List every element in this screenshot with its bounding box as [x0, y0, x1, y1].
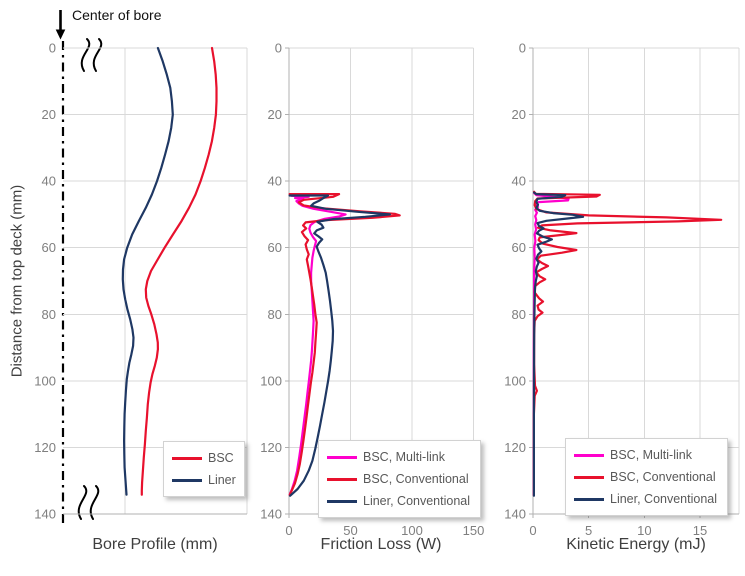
y-tick-label: 20	[42, 107, 56, 122]
center-of-bore-axis	[55, 10, 66, 526]
legend-label: BSC, Conventional	[363, 472, 469, 486]
legend-label: Liner, Conventional	[363, 494, 471, 508]
axis-break-top-icon	[80, 38, 91, 72]
legend-line-swatch-multilink	[574, 453, 604, 457]
y-tick-label: 40	[268, 174, 282, 189]
legend-line-swatch-liner-conventional	[574, 497, 604, 501]
legend-item: BSC, Multi-link	[574, 444, 717, 466]
y-tick-label: 120	[504, 440, 526, 455]
legend-line-swatch-multilink	[327, 455, 357, 459]
x-axis-title-bore-profile: Bore Profile (mm)	[92, 536, 218, 553]
legend-label: BSC	[208, 451, 234, 465]
y-tick-label: 40	[512, 174, 526, 189]
center-of-bore-label: Center of bore	[72, 7, 162, 23]
down-arrow-head-icon	[55, 29, 66, 40]
x-tick-label: 150	[463, 523, 485, 538]
series-bsc-multi-link	[532, 192, 570, 497]
y-tick-label: 0	[49, 41, 56, 56]
legend-item: BSC	[172, 447, 234, 469]
legend-bore-profile: BSC Liner	[163, 441, 245, 497]
y-tick-label: 140	[34, 507, 56, 522]
legend-item: Liner	[172, 469, 236, 491]
y-tick-label: 80	[268, 307, 282, 322]
legend-item: Liner, Conventional	[574, 488, 717, 510]
y-tick-label: 80	[512, 307, 526, 322]
legend-item: BSC, Conventional	[574, 466, 717, 488]
legend-friction-loss: BSC, Multi-link BSC, Conventional Liner,…	[318, 440, 482, 518]
legend-label: BSC, Conventional	[610, 470, 716, 484]
y-tick-label: 0	[275, 41, 282, 56]
y-tick-label: 140	[504, 507, 526, 522]
y-tick-label: 20	[268, 107, 282, 122]
chart-plot-0: 0 20 40 60 80 100 120 140	[34, 41, 248, 522]
legend-item: Liner, Conventional	[327, 490, 470, 512]
x-tick-label: 100	[401, 523, 423, 538]
axis-break-bottom-icon	[89, 485, 100, 520]
y-tick-label: 100	[260, 373, 282, 388]
legend-label: BSC, Multi-link	[610, 448, 692, 462]
y-tick-label: 0	[519, 41, 526, 56]
series-liner	[121, 46, 174, 496]
legend-item: BSC, Multi-link	[327, 446, 470, 468]
series-bsc-multi-link	[288, 194, 347, 496]
y-tick-label: 100	[504, 373, 526, 388]
x-axis-title-kinetic-energy: Kinetic Energy (mJ)	[566, 536, 706, 553]
x-tick-label: 10	[637, 523, 651, 538]
series-liner-conventional	[532, 191, 585, 497]
legend-label: Liner, Conventional	[610, 492, 718, 506]
legend-kinetic-energy: BSC, Multi-link BSC, Conventional Liner,…	[565, 438, 729, 516]
series-bsc	[140, 46, 218, 496]
x-tick-label: 0	[529, 523, 536, 538]
series-liner-conventional	[288, 194, 391, 497]
y-tick-label: 80	[42, 307, 56, 322]
y-tick-label: 60	[268, 240, 282, 255]
axis-break-marks	[77, 38, 103, 520]
y-tick-label: 140	[260, 507, 282, 522]
axis-break-bottom-icon	[77, 485, 88, 520]
legend-label: Liner	[208, 473, 236, 487]
y-tick-label: 100	[34, 373, 56, 388]
legend-line-swatch-bsc	[172, 456, 202, 460]
legend-item: BSC, Conventional	[327, 468, 470, 490]
y-tick-label: 60	[42, 240, 56, 255]
x-tick-label: 0	[285, 523, 292, 538]
y-axis-title: Distance from top deck (mm)	[8, 184, 26, 378]
x-tick-label: 15	[693, 523, 707, 538]
y-tick-label: 60	[512, 240, 526, 255]
y-tick-label: 20	[512, 107, 526, 122]
axis-break-top-icon	[92, 38, 103, 72]
legend-line-swatch-liner	[172, 478, 202, 482]
x-tick-label: 50	[343, 523, 357, 538]
x-axis-title-friction-loss: Friction Loss (W)	[320, 536, 442, 553]
y-tick-label: 40	[42, 174, 56, 189]
x-tick-label: 5	[585, 523, 592, 538]
legend-label: BSC, Multi-link	[363, 450, 445, 464]
legend-line-swatch-bsc-conventional	[574, 475, 604, 479]
legend-line-swatch-bsc-conventional	[327, 477, 357, 481]
y-tick-label: 120	[34, 440, 56, 455]
legend-line-swatch-liner-conventional	[327, 499, 357, 503]
y-tick-label: 120	[260, 440, 282, 455]
